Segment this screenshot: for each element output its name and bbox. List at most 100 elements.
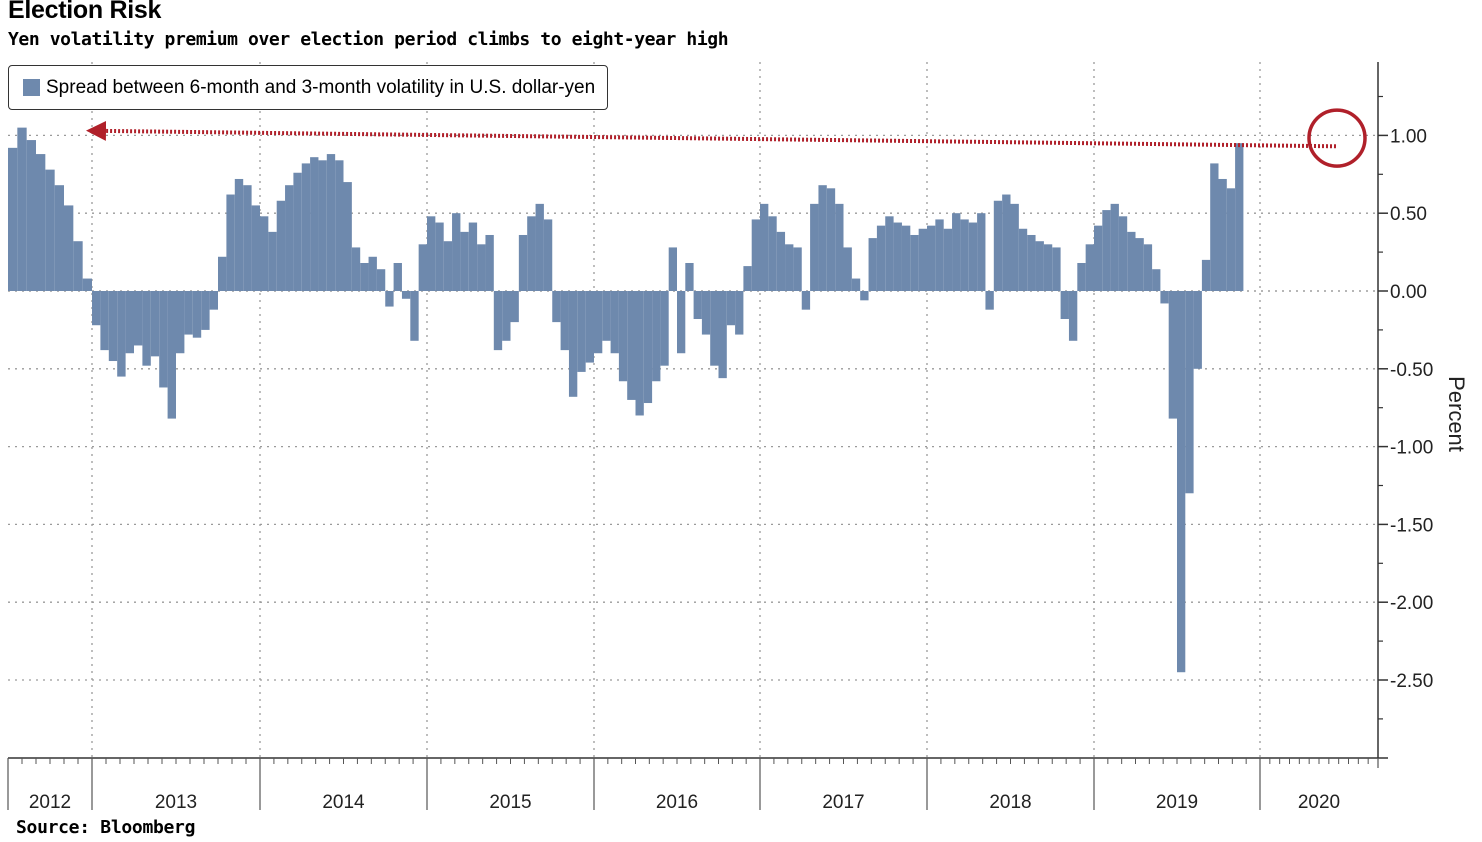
bar: [718, 291, 727, 379]
bar: [343, 182, 352, 291]
bar: [493, 291, 503, 351]
bar: [167, 291, 176, 419]
legend-swatch: [23, 79, 40, 96]
bar: [502, 291, 511, 341]
bar: [985, 291, 994, 310]
bar: [1068, 291, 1078, 341]
bar: [1110, 203, 1119, 291]
bar: [785, 244, 794, 291]
bar: [860, 291, 869, 301]
bar: [618, 291, 628, 382]
bar: [835, 203, 844, 291]
x-tick-label: 2013: [155, 792, 197, 813]
bar: [685, 262, 694, 291]
bar: [360, 262, 369, 291]
bar: [527, 216, 536, 291]
x-tick-label: 2018: [989, 792, 1031, 813]
bar: [201, 291, 210, 330]
bar: [410, 291, 419, 341]
bar: [1177, 291, 1186, 673]
bar: [535, 203, 544, 291]
bar: [385, 291, 394, 307]
bar: [810, 203, 819, 291]
bar: [1060, 291, 1069, 320]
bar: [226, 194, 235, 291]
bar: [1218, 178, 1227, 291]
bar: [993, 200, 1003, 291]
y-tick-label: -2.50: [1390, 671, 1433, 692]
bar: [1168, 291, 1177, 419]
bar: [1135, 238, 1144, 291]
highlight-circle: [1307, 108, 1367, 168]
source-note: Source: Bloomberg: [16, 817, 196, 838]
bar: [54, 185, 64, 291]
bar: [26, 140, 36, 291]
bar: [184, 291, 193, 335]
bar: [8, 147, 18, 291]
bar: [82, 278, 92, 291]
bar: [485, 234, 494, 291]
bar: [268, 231, 277, 291]
bar: [335, 160, 344, 291]
bar-series: [8, 127, 1244, 673]
bar: [1018, 228, 1028, 291]
bar: [801, 291, 811, 310]
bar: [368, 256, 377, 291]
x-tick-label: 2014: [322, 792, 365, 813]
bar: [218, 256, 227, 291]
bar: [108, 291, 118, 362]
bar: [351, 247, 361, 291]
bar: [1210, 163, 1219, 291]
bar: [885, 216, 894, 291]
bar: [150, 291, 160, 357]
dotted-arrow: [86, 120, 1337, 149]
bar: [1002, 194, 1011, 291]
bar: [251, 205, 260, 291]
bar: [1085, 244, 1094, 291]
bar: [1160, 291, 1169, 304]
bar: [876, 225, 886, 291]
bar: [435, 222, 444, 291]
x-tick-label: 2016: [656, 792, 698, 813]
bar: [793, 247, 802, 291]
x-tick-label: 2019: [1156, 792, 1198, 813]
bar: [1127, 231, 1136, 291]
bar: [918, 228, 927, 291]
bar: [743, 266, 752, 291]
bar: [602, 291, 611, 341]
bar: [427, 216, 436, 291]
bar: [585, 291, 594, 363]
bar: [1010, 203, 1019, 291]
bar: [543, 219, 553, 291]
bar: [293, 172, 302, 291]
bar: [418, 244, 427, 291]
bar: [243, 185, 252, 291]
bar: [17, 127, 27, 292]
bar: [552, 291, 561, 323]
bar: [776, 231, 786, 291]
bar: [1035, 241, 1044, 291]
bar: [818, 185, 827, 291]
bar: [1027, 234, 1036, 291]
x-tick-label: 2020: [1298, 792, 1340, 813]
bar: [285, 185, 294, 291]
bar: [318, 160, 327, 291]
bar: [701, 291, 711, 335]
bar: [1143, 244, 1153, 291]
bar: [935, 219, 944, 291]
bar: [125, 291, 134, 354]
bar: [568, 291, 578, 397]
bar: [134, 291, 143, 346]
bar: [176, 291, 185, 354]
bar: [1052, 247, 1061, 291]
chart-title: Election Risk: [8, 0, 162, 24]
bar: [510, 291, 519, 323]
y-tick-label: -1.50: [1390, 515, 1433, 536]
bar: [1201, 259, 1211, 291]
bar: [927, 225, 936, 291]
bar: [952, 213, 961, 291]
bar: [326, 154, 336, 291]
bar: [468, 222, 478, 291]
bar: [1094, 225, 1103, 291]
bar: [1118, 216, 1128, 291]
